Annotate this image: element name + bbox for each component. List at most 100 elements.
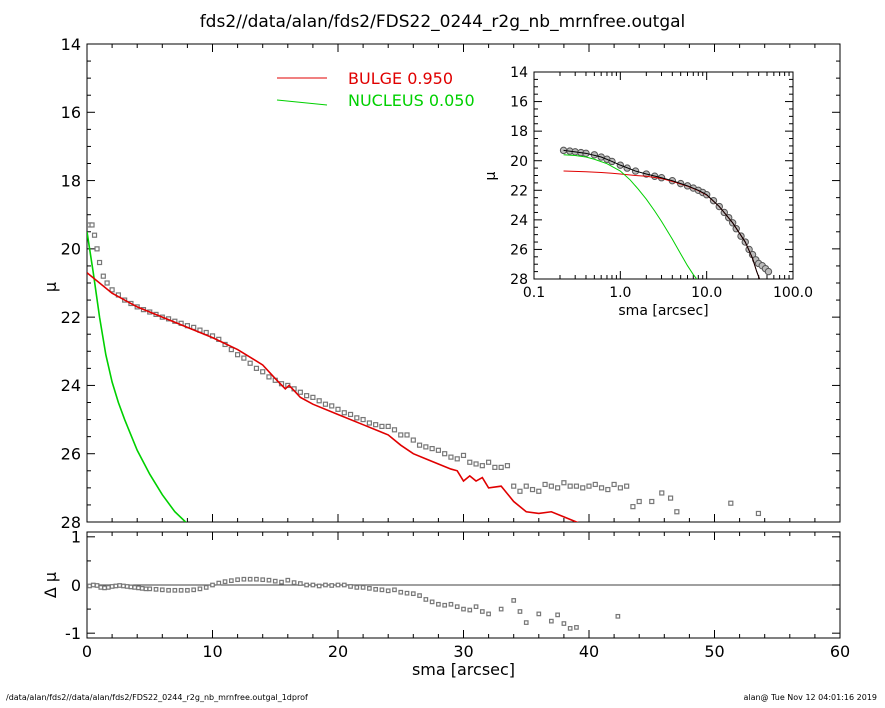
observed-data-point — [548, 483, 554, 489]
residual-data-point — [197, 586, 203, 592]
residual-data-point — [316, 583, 322, 589]
residual-data-point — [147, 586, 153, 592]
y-tick-label: 1 — [71, 528, 81, 547]
residual-data-point — [132, 585, 138, 590]
x-tick-label: 30 — [453, 642, 473, 661]
y-tick-label: 0 — [71, 576, 81, 595]
observed-data-point — [492, 464, 498, 470]
residual-data-point — [109, 584, 115, 589]
observed-data-point — [304, 393, 310, 399]
observed-data-point — [728, 500, 734, 506]
residual-data-point — [87, 583, 92, 589]
footer-file-path: /data/alan/fds2//data/alan/fds2/FDS22_02… — [6, 693, 308, 702]
residual-data-point — [479, 609, 485, 614]
observed-data-point — [473, 461, 479, 467]
residual-data-point — [473, 604, 479, 610]
observed-data-point — [398, 432, 404, 438]
observed-data-point — [598, 485, 605, 491]
inset-y-tick-label: 22 — [510, 183, 528, 199]
residual-data-point — [567, 626, 573, 631]
y-tick-label: 14 — [61, 35, 81, 54]
y-tick-label: 16 — [61, 103, 81, 122]
observed-data-point — [667, 495, 674, 501]
inset-y-axis-label: μ — [483, 171, 499, 180]
residual-data-point — [136, 585, 141, 591]
observed-data-point — [555, 485, 561, 491]
inset-y-tick-label: 24 — [510, 213, 528, 229]
residual-data-point — [523, 620, 529, 625]
residual-data-point — [266, 577, 272, 583]
residual-data-point — [216, 580, 222, 586]
residual-data-point — [279, 579, 284, 585]
observed-data-point — [517, 488, 523, 494]
y-tick-label: 24 — [61, 376, 81, 395]
observed-data-point — [347, 411, 354, 418]
observed-data-point — [592, 481, 598, 488]
residual-data-point — [172, 587, 178, 593]
observed-data-point — [385, 423, 391, 429]
residual-data-point — [304, 582, 309, 588]
y-tick-label: 22 — [61, 308, 81, 327]
observed-data-point — [310, 394, 316, 400]
observed-data-point — [649, 498, 655, 505]
observed-data-point — [247, 360, 253, 366]
residual-data-point — [228, 578, 234, 584]
residual-data-point — [379, 587, 385, 593]
residual-data-point — [272, 578, 278, 584]
observed-data-point — [442, 451, 448, 457]
inset-nucleus-line — [563, 154, 698, 279]
inset-y-tick-label: 18 — [510, 124, 528, 140]
y-axis-label: μ — [41, 282, 60, 292]
observed-data-point — [416, 442, 423, 448]
residual-data-point — [429, 599, 435, 605]
residual-data-point — [113, 583, 119, 589]
residual-data-point — [561, 621, 567, 626]
residual-data-point — [94, 583, 100, 588]
y-tick-label: 20 — [61, 240, 81, 259]
y-tick-label: 18 — [61, 171, 81, 190]
footer-timestamp: alan@ Tue Nov 12 04:01:16 2019 — [743, 693, 877, 702]
observed-data-point — [329, 403, 335, 409]
observed-data-point — [435, 447, 441, 453]
observed-data-point — [96, 259, 103, 266]
residual-data-point — [341, 582, 347, 588]
residual-data-point — [128, 584, 134, 590]
inset-x-tick-label: 100.0 — [773, 285, 813, 301]
inset-x-tick-label: 0.1 — [523, 285, 545, 301]
residual-data-point — [398, 589, 404, 595]
observed-data-point — [354, 415, 360, 421]
residual-data-point — [436, 601, 441, 607]
residual-data-point — [166, 587, 171, 593]
observed-data-point — [404, 432, 410, 438]
observed-data-point — [410, 437, 416, 443]
observed-data-point — [391, 427, 398, 433]
observed-data-point — [636, 498, 642, 505]
residual-data-point — [153, 586, 159, 592]
inset-x-axis-label: sma [arcsec] — [618, 303, 708, 319]
inset-y-tick-label: 16 — [510, 95, 528, 111]
residual-data-point — [461, 606, 466, 612]
observed-data-point — [611, 481, 617, 488]
x-axis-label: sma [arcsec] — [412, 660, 515, 679]
x-tick-label: 0 — [82, 642, 92, 661]
x-tick-label: 40 — [579, 642, 599, 661]
observed-data-point — [373, 422, 379, 428]
residual-data-point — [121, 583, 126, 589]
observed-data-point — [260, 369, 266, 375]
observed-data-point — [523, 483, 529, 489]
x-tick-label: 60 — [830, 642, 850, 661]
observed-data-point — [467, 459, 473, 465]
observed-data-point — [630, 504, 636, 510]
residual-data-point — [354, 585, 360, 590]
residual-data-point — [498, 606, 504, 612]
observed-data-point — [561, 480, 567, 486]
residual-data-point — [117, 583, 122, 588]
residual-data-point — [90, 582, 96, 588]
observed-data-point — [542, 481, 548, 488]
residual-data-point — [360, 585, 366, 590]
residual-data-point — [285, 577, 291, 583]
observed-data-point — [529, 486, 536, 493]
observed-data-point — [297, 389, 303, 395]
residual-data-point — [548, 618, 554, 624]
observed-data-point — [498, 464, 504, 470]
